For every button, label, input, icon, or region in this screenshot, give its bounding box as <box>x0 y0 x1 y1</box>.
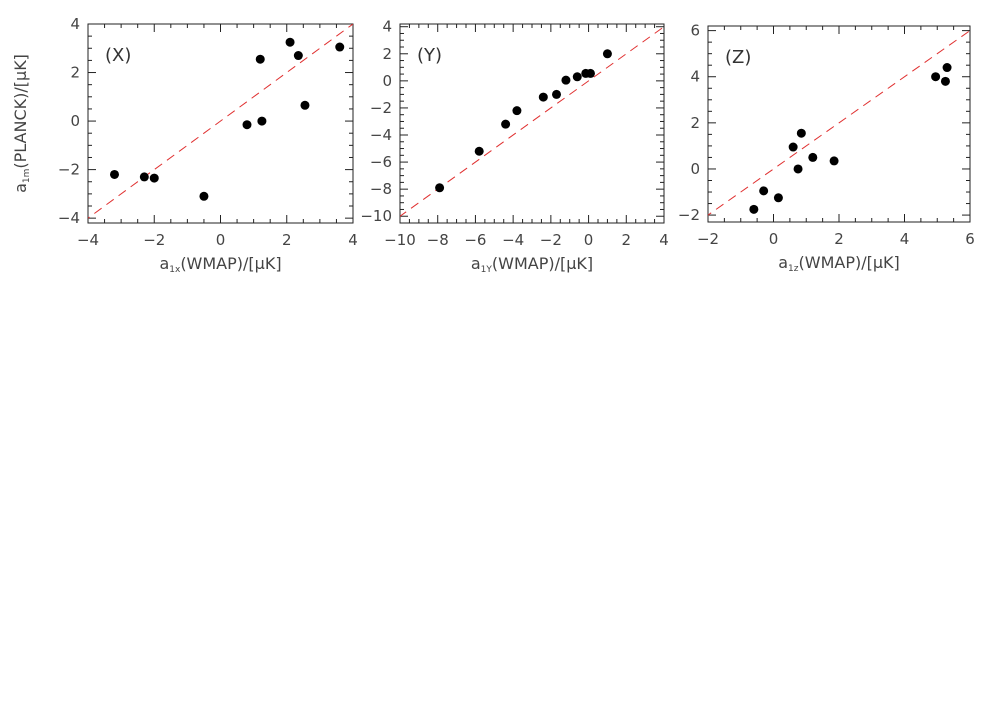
panel-label: (Y) <box>417 45 442 66</box>
y-tick-label: −6 <box>370 153 392 171</box>
reference-line-y-equals-x <box>400 26 664 217</box>
data-point <box>561 75 571 85</box>
reference-line-y-equals-x <box>708 30 970 216</box>
data-point <box>793 164 803 174</box>
data-point <box>255 54 265 64</box>
data-point <box>552 89 562 99</box>
data-point <box>585 68 595 78</box>
x-tick-label: −2 <box>143 231 165 249</box>
data-point <box>572 72 582 82</box>
data-point <box>602 49 612 59</box>
data-point <box>199 191 209 201</box>
y-tick-label: −10 <box>360 207 392 225</box>
data-point <box>796 128 806 138</box>
x-tick-label: −10 <box>384 231 416 249</box>
panel-y: −10 −8 −6 −4 −2 0 2 4 −10 −8 −6 −4 −2 0 2 4 (Y) a1Y(WMAP)… <box>360 18 669 275</box>
data-point <box>335 42 345 52</box>
data-point <box>538 92 548 102</box>
reference-line-y-equals-x <box>88 24 353 219</box>
x-tick-label: 0 <box>769 230 779 248</box>
y-tick-label: −2 <box>370 99 392 117</box>
x-tick-label: −2 <box>540 231 562 249</box>
data-point <box>257 116 267 126</box>
x-tick-label: 4 <box>348 231 358 249</box>
y-tick-label: −2 <box>678 206 700 224</box>
data-point <box>942 63 952 73</box>
y-tick-label: 0 <box>70 112 80 130</box>
data-point <box>474 146 484 156</box>
x-axis-label: a1x(WMAP)/[μK] <box>159 254 281 275</box>
data-point <box>501 119 511 129</box>
x-tick-label: 2 <box>282 231 292 249</box>
x-tick-label: 0 <box>216 231 226 249</box>
panel-label: (X) <box>105 45 131 66</box>
x-tick-label: −4 <box>77 231 99 249</box>
data-point <box>139 172 149 182</box>
x-tick-label: 0 <box>584 231 594 249</box>
x-tick-label: 2 <box>622 231 632 249</box>
panel-x: −4 −2 0 2 4 −4 −2 0 2 4 (X) a1x(WMAP)/[μK] a1m(PLANC… <box>11 15 358 275</box>
x-tick-label: −8 <box>427 231 449 249</box>
y-tick-label: 2 <box>70 64 80 82</box>
x-axis-label: a1z(WMAP)/[μK] <box>778 253 900 274</box>
y-axis-label: a1m(PLANCK)/[μK] <box>11 54 32 193</box>
data-point <box>931 72 941 82</box>
data-point <box>149 173 159 183</box>
x-tick-label: 6 <box>965 230 975 248</box>
data-point <box>829 156 839 166</box>
x-axis-label: a1Y(WMAP)/[μK] <box>471 254 593 275</box>
data-point <box>940 76 950 86</box>
y-tick-label: −4 <box>58 209 80 227</box>
y-tick-label: −4 <box>370 126 392 144</box>
panel-label: (Z) <box>725 47 751 68</box>
x-tick-label: 4 <box>900 230 910 248</box>
data-point <box>808 152 818 162</box>
y-tick-label: 2 <box>382 45 392 63</box>
x-tick-label: −2 <box>697 230 719 248</box>
y-tick-label: 0 <box>382 72 392 90</box>
panel-z: −2 0 2 4 6 −2 0 2 4 6 (Z) a1z(WMAP)/[μK] <box>678 22 975 274</box>
data-point <box>300 100 310 110</box>
data-point <box>285 37 295 47</box>
x-tick-label: 4 <box>659 231 669 249</box>
y-tick-label: 4 <box>70 15 80 33</box>
data-point <box>293 51 303 61</box>
data-point <box>773 193 783 203</box>
y-tick-label: 4 <box>690 68 700 86</box>
y-tick-label: −8 <box>370 180 392 198</box>
data-point <box>435 183 445 193</box>
y-tick-label: 0 <box>690 160 700 178</box>
x-tick-label: −6 <box>464 231 486 249</box>
x-tick-label: −4 <box>502 231 524 249</box>
data-point <box>759 186 769 196</box>
data-point <box>110 169 119 179</box>
y-tick-label: −2 <box>58 161 80 179</box>
data-point <box>242 120 252 130</box>
x-tick-label: 2 <box>834 230 844 248</box>
y-tick-label: 4 <box>382 18 392 36</box>
data-point <box>788 142 798 152</box>
data-point <box>512 106 522 116</box>
y-tick-label: 6 <box>690 22 700 40</box>
y-tick-label: 2 <box>690 114 700 132</box>
data-point <box>749 204 759 214</box>
